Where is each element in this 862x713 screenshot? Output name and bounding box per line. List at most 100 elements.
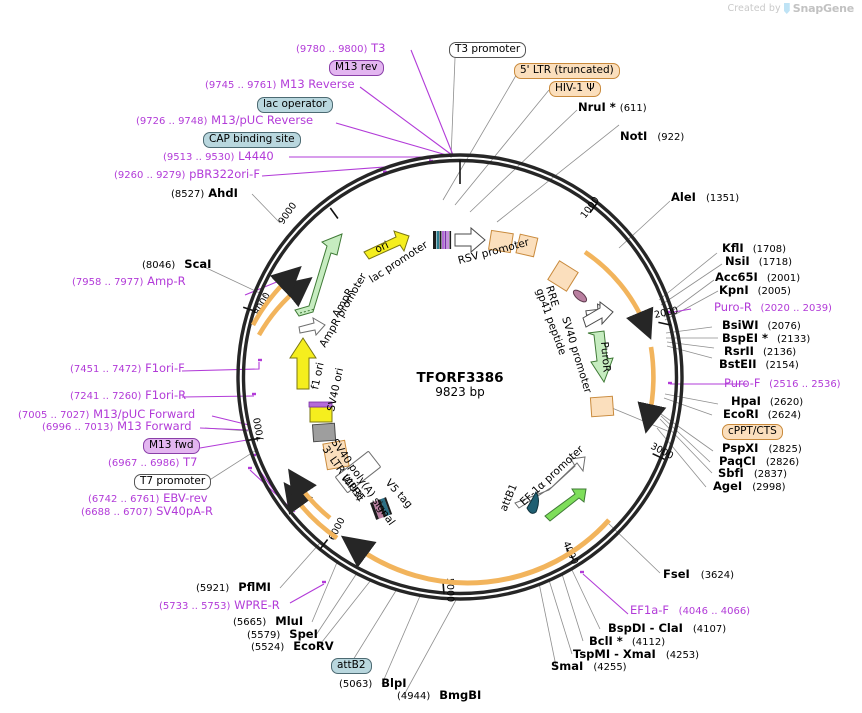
feature-box-t3-promoter[interactable]: T3 promoter <box>449 42 527 59</box>
primer-name: M13 Forward <box>117 419 192 433</box>
primer-pos: (9726 .. 9748) <box>136 116 208 127</box>
feature-label-attb1: attB1 <box>498 482 520 513</box>
primer-label-pbr322ori-f[interactable]: (9260 .. 9279) pBR322ori-F <box>114 168 260 181</box>
enzyme-label-bmgbi[interactable]: (4944) BmgBI <box>397 689 481 702</box>
primer-label-amp-r[interactable]: (7958 .. 7977) Amp-R <box>72 275 186 288</box>
enzyme-label-ecori[interactable]: EcoRI (2624) <box>723 407 801 421</box>
enzyme-pos: (4112) <box>631 637 666 648</box>
primer-label-m13-reverse[interactable]: (9745 .. 9761) M13 Reverse <box>205 78 355 91</box>
enzyme-label-ecorv[interactable]: (5524) EcoRV <box>251 640 334 653</box>
primer-pos: (9260 .. 9279) <box>114 170 186 181</box>
enzyme-label-fsei[interactable]: FseI (3624) <box>663 568 734 581</box>
feature-box-attb2[interactable]: attB2 <box>331 658 372 675</box>
enzyme-pos: (2133) <box>777 334 811 345</box>
feature-box-cppt-cts[interactable]: cPPT/CTS <box>722 424 783 441</box>
primer-pos: (7241 .. 7260) <box>70 391 142 402</box>
enzyme-label-spei[interactable]: (5579) SpeI <box>247 627 318 641</box>
enzyme-name: NsiI <box>725 254 750 268</box>
primer-label-puro-r[interactable]: Puro-R (2020 .. 2039) <box>714 301 832 314</box>
enzyme-label-rsrii[interactable]: RsrII (2136) <box>724 344 796 358</box>
feature-box-hiv1-psi[interactable]: HIV-1 Ψ <box>549 81 601 98</box>
enzyme-label-pflmi[interactable]: (5921) PflMI <box>196 581 271 594</box>
feature-box-cap-binding-site[interactable]: CAP binding site <box>203 132 301 149</box>
enzyme-name: RsrII <box>724 344 754 358</box>
enzyme-label-bsiwi[interactable]: BsiWI (2076) <box>722 319 801 332</box>
enzyme-label-bstEII[interactable]: BstEII (2154) <box>719 358 799 371</box>
enzyme-pos: (4253) <box>665 650 700 661</box>
enzyme-label-mlui[interactable]: (5665) MluI <box>233 615 303 628</box>
primer-pos: (2020 .. 2039) <box>760 303 832 314</box>
primer-label-t3[interactable]: (9780 .. 9800) T3 <box>296 41 386 55</box>
primer-label-wpre-r[interactable]: (5733 .. 5753) WPRE-R <box>159 599 280 612</box>
primer-pos: (6996 .. 7013) <box>42 422 114 433</box>
enzyme-label-smai[interactable]: SmaI (4255) <box>551 660 627 673</box>
enzyme-label-kpni[interactable]: KpnI (2005) <box>719 284 791 297</box>
enzyme-label-bspdi-clai[interactable]: BspDI - ClaI (4107) <box>608 622 727 635</box>
feature-box-m13-fwd[interactable]: M13 fwd <box>143 438 200 455</box>
feature-box-lac-operator[interactable]: lac operator <box>257 97 333 114</box>
enzyme-label-acc65i[interactable]: Acc65I (2001) <box>715 271 800 284</box>
feature-label-sv40-promoter: SV40 promoter <box>559 315 594 395</box>
enzyme-label-agei[interactable]: AgeI (2998) <box>713 480 786 493</box>
enzyme-pos: (5921) <box>196 583 230 594</box>
enzyme-name: EcoRI <box>723 407 759 421</box>
enzyme-pos: (4944) <box>397 691 431 702</box>
enzyme-label-hpai[interactable]: HpaI (2620) <box>731 395 804 408</box>
enzyme-label-tspmi-xmai[interactable]: TspMI - XmaI (4253) <box>573 647 700 661</box>
enzyme-pos: (2620) <box>769 397 804 408</box>
enzyme-pos: (4107) <box>692 624 727 635</box>
enzyme-label-bspei[interactable]: BspEI * (2133) <box>722 332 811 345</box>
enzyme-label-kfli[interactable]: KflI (1708) <box>722 241 786 255</box>
enzyme-label-bcli[interactable]: BclI * (4112) <box>589 635 666 648</box>
enzyme-label-nrui[interactable]: NruI * (611) <box>578 101 647 114</box>
box-label-text: attB2 <box>337 659 366 671</box>
primer-name: F1ori-R <box>145 388 187 402</box>
enzyme-label-pspxi[interactable]: PspXI (2825) <box>722 442 802 455</box>
tick-label: 5000 <box>444 578 455 602</box>
enzyme-name: KflI <box>722 241 744 255</box>
enzyme-label-ahdi[interactable]: (8527) AhdI <box>171 187 238 200</box>
enzyme-label-paqci[interactable]: PaqCI (2826) <box>719 454 799 468</box>
primer-label-puro-f[interactable]: Puro-F (2516 .. 2536) <box>724 377 841 390</box>
box-label-text: M13 fwd <box>149 439 194 451</box>
primer-label-m13-puc-reverse[interactable]: (9726 .. 9748) M13/pUC Reverse <box>136 114 313 127</box>
enzyme-label-blpi[interactable]: (5063) BlpI <box>339 677 407 690</box>
primer-pos: (7451 .. 7472) <box>70 364 142 375</box>
enzyme-pos: (1708) <box>752 244 786 255</box>
enzyme-label-scai[interactable]: (8046) ScaI <box>142 258 211 271</box>
enzyme-label-alei[interactable]: AleI (1351) <box>671 191 740 204</box>
primer-label-f1ori-f[interactable]: (7451 .. 7472) F1ori-F <box>70 361 185 375</box>
feature-box-5-ltr-truncated[interactable]: 5' LTR (truncated) <box>514 63 620 80</box>
enzyme-name: SpeI <box>289 627 318 641</box>
primer-label-f1ori-r[interactable]: (7241 .. 7260) F1ori-R <box>70 388 187 402</box>
plasmid-size: 9823 bp <box>435 385 485 399</box>
feature-box-t7-promoter[interactable]: T7 promoter <box>134 474 212 491</box>
primer-name: L4440 <box>238 149 274 163</box>
enzyme-pos: (1351) <box>705 193 740 204</box>
primer-name: F1ori-F <box>145 361 185 375</box>
feature-label-rre: RRE <box>543 284 561 308</box>
enzyme-name: PaqCI <box>719 454 756 468</box>
primer-label-m13-puc-forward[interactable]: (7005 .. 7027) M13/pUC Forward <box>18 408 195 421</box>
primer-pos: (5733 .. 5753) <box>159 601 231 612</box>
primer-pos: (2516 .. 2536) <box>769 379 841 390</box>
feature-box-m13-rev[interactable]: M13 rev <box>329 60 384 77</box>
primer-label-ef1a-f[interactable]: EF1a-F (4046 .. 4066) <box>630 604 750 617</box>
primer-label-ebv-rev[interactable]: (6742 .. 6761) EBV-rev <box>88 492 208 505</box>
enzyme-label-nsii[interactable]: NsiI (1718) <box>725 254 792 268</box>
primer-pos: (6742 .. 6761) <box>88 494 160 505</box>
primer-name: T3 <box>371 41 386 55</box>
primer-pos: (6967 .. 6986) <box>108 458 180 469</box>
primer-label-m13-forward[interactable]: (6996 .. 7013) M13 Forward <box>42 419 192 433</box>
primer-label-l4440[interactable]: (9513 .. 9530) L4440 <box>163 149 274 163</box>
primer-label-t7[interactable]: (6967 .. 6986) T7 <box>108 456 197 469</box>
primer-label-sv40pa-r[interactable]: (6688 .. 6707) SV40pA-R <box>81 504 213 518</box>
enzyme-name: TspMI - XmaI <box>573 647 656 661</box>
enzyme-label-noti[interactable]: NotI (922) <box>620 130 684 143</box>
enzyme-label-sbfi[interactable]: SbfI (2837) <box>718 467 787 480</box>
primer-name: SV40pA-R <box>156 504 213 518</box>
orf-arcs <box>250 250 667 586</box>
enzyme-pos: (1718) <box>758 257 792 268</box>
